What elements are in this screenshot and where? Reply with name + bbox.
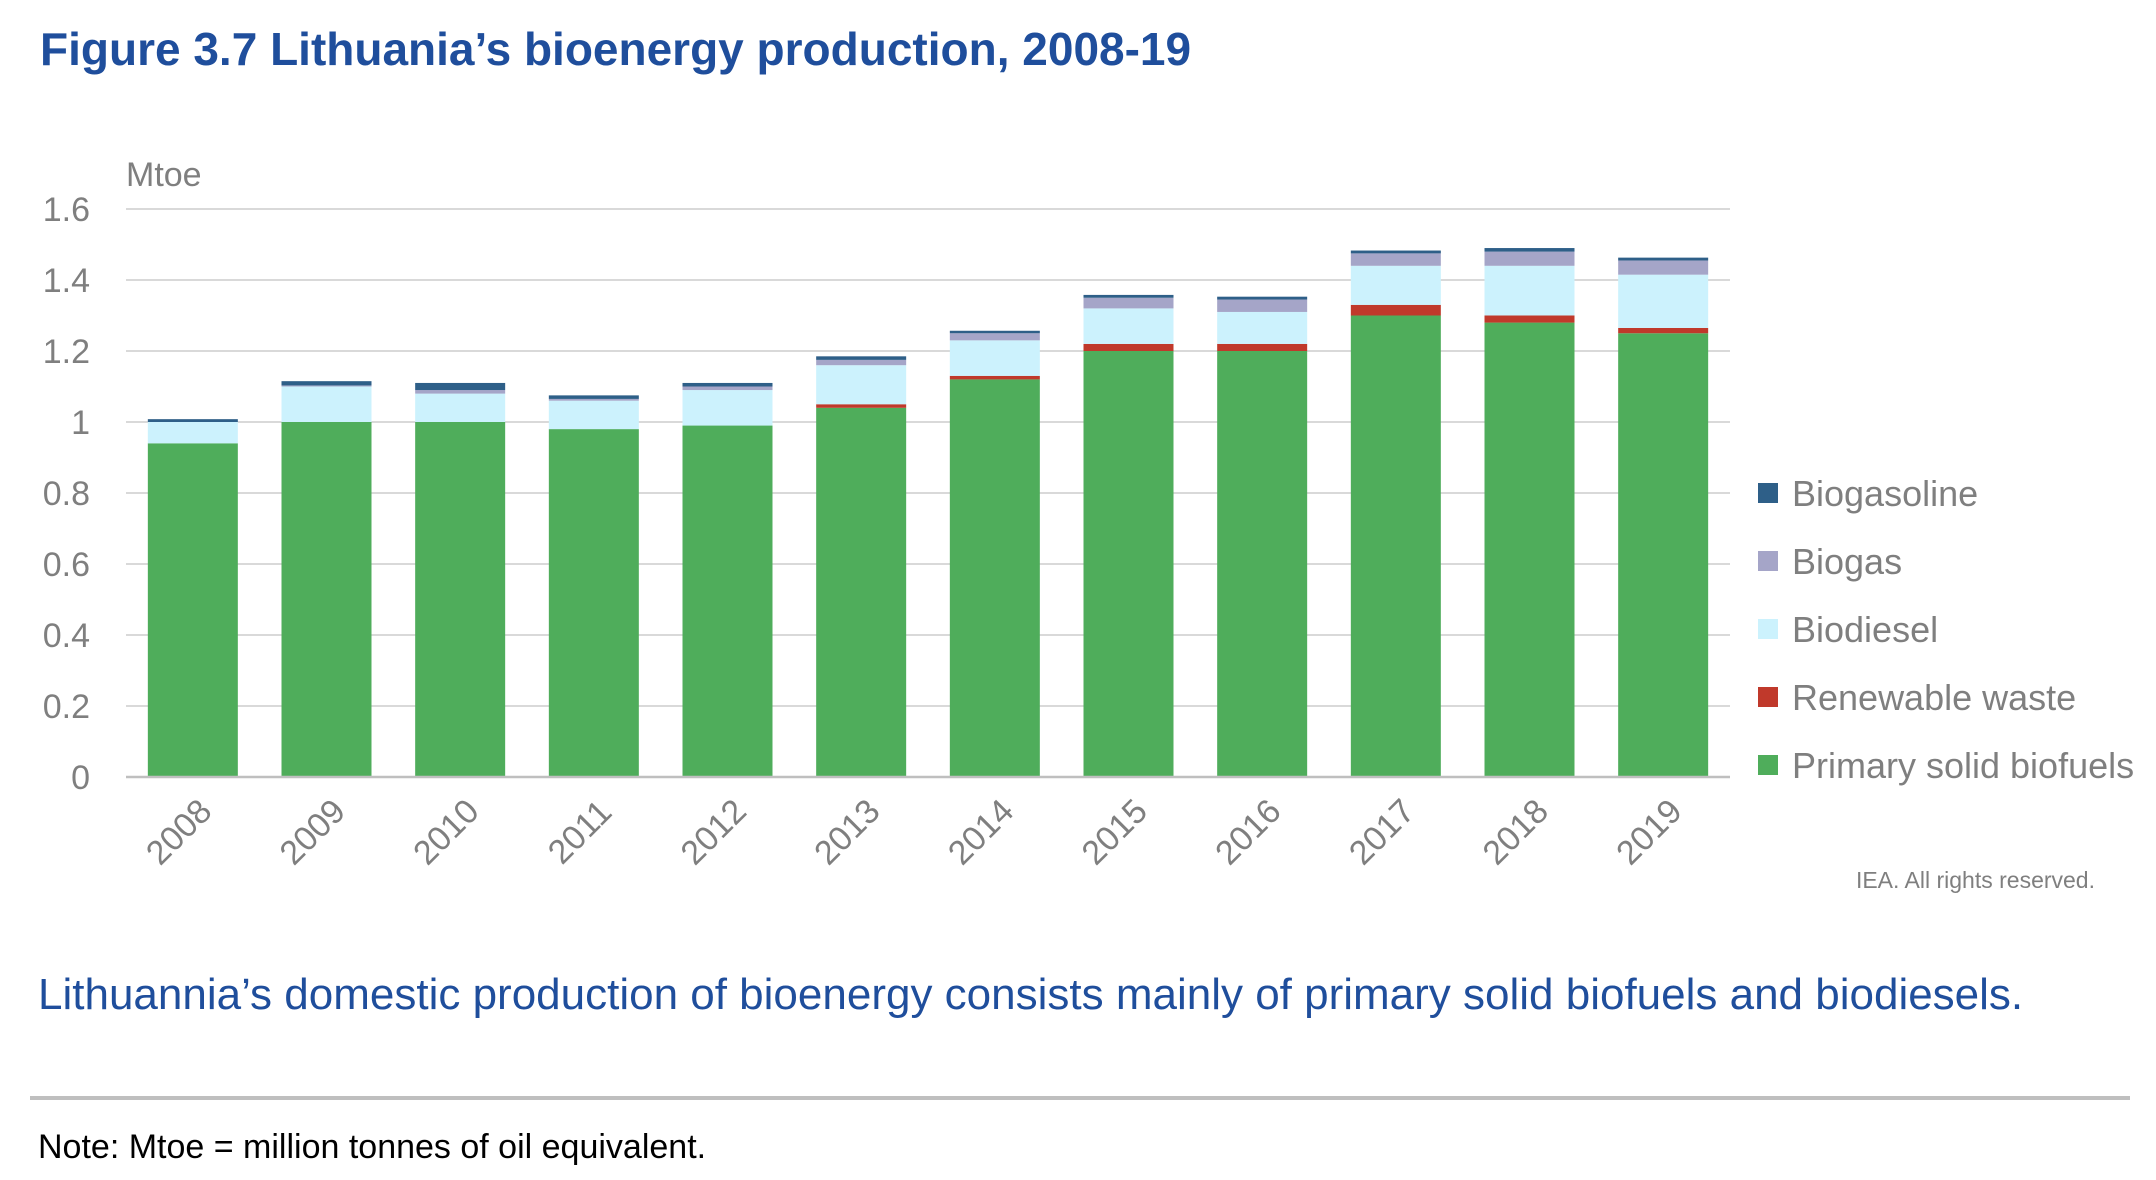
bar-segment xyxy=(816,407,907,777)
x-tick-label: 2010 xyxy=(406,792,486,872)
y-tick-label: 1 xyxy=(71,404,90,442)
figure-subtitle: Lithuannia’s domestic production of bioe… xyxy=(38,970,2024,1019)
y-tick-label: 0 xyxy=(71,759,90,797)
bar-segment xyxy=(147,422,238,444)
bar-segment xyxy=(682,425,773,777)
bar-segment xyxy=(949,330,1040,334)
legend: Biogasoline Biogas Biodiesel Renewable wast… xyxy=(1758,473,2134,786)
y-tick-labels: 0 0.2 0.4 0.6 0.8 1 1.2 1.4 1.6 xyxy=(43,191,90,797)
bar-segment xyxy=(1350,265,1441,305)
legend-swatch xyxy=(1758,483,1778,503)
x-tick-label: 2012 xyxy=(674,792,754,872)
legend-swatch xyxy=(1758,755,1778,775)
bar-segment xyxy=(816,365,907,405)
bar-segment xyxy=(1083,294,1174,298)
bar-segment xyxy=(1618,260,1709,275)
legend-label: Primary solid biofuels xyxy=(1792,745,2134,786)
bar-segment xyxy=(1484,251,1575,266)
x-tick-label: 2019 xyxy=(1609,792,1689,872)
bar-segment xyxy=(1350,253,1441,266)
bar-segment xyxy=(415,422,506,777)
bar-segment xyxy=(548,395,639,399)
bar-segment xyxy=(1618,327,1709,334)
bar-segment xyxy=(949,379,1040,777)
bar-segment xyxy=(415,390,506,394)
bars xyxy=(147,248,1709,777)
bar-segment xyxy=(1484,315,1575,323)
y-tick-label: 0.8 xyxy=(43,475,90,513)
bar-segment xyxy=(548,400,639,430)
bar-segment xyxy=(816,404,907,408)
bar-segment xyxy=(949,340,1040,376)
bioenergy-stacked-bar-chart: Mtoe 0 0.2 0.4 0.6 0.8 1 1.2 1.4 1.6 2008 2009 201… xyxy=(43,156,2134,893)
bar-segment xyxy=(1618,274,1709,328)
y-tick-label: 0.4 xyxy=(43,617,90,655)
bar-segment xyxy=(816,359,907,366)
figure-note: Note: Mtoe = million tonnes of oil equiv… xyxy=(38,1128,707,1166)
x-tick-label: 2017 xyxy=(1342,792,1422,872)
legend-label: Biodiesel xyxy=(1792,609,1938,650)
bar-segment xyxy=(1618,333,1709,777)
bar-segment xyxy=(682,386,773,391)
bar-segment xyxy=(1217,296,1308,300)
x-tick-label: 2009 xyxy=(273,792,353,872)
bar-segment xyxy=(1217,311,1308,344)
bar-segment xyxy=(147,419,238,422)
y-tick-label: 1.6 xyxy=(43,191,90,229)
bar-segment xyxy=(682,390,773,426)
bar-segment xyxy=(1484,265,1575,316)
x-tick-label: 2015 xyxy=(1075,792,1155,872)
y-tick-label: 0.2 xyxy=(43,688,90,726)
bar-segment xyxy=(281,381,372,386)
bar-segment xyxy=(1350,304,1441,316)
bar-segment xyxy=(682,382,773,387)
y-axis-unit-label: Mtoe xyxy=(126,156,202,194)
x-tick-label: 2008 xyxy=(139,792,219,872)
legend-label: Biogasoline xyxy=(1792,473,1978,514)
bar-segment xyxy=(1217,343,1308,351)
gridlines xyxy=(126,208,1730,707)
y-tick-label: 0.6 xyxy=(43,546,90,584)
x-tick-label: 2014 xyxy=(941,792,1021,872)
bar-segment xyxy=(548,429,639,777)
bar-segment xyxy=(548,398,639,401)
x-tick-label: 2013 xyxy=(807,792,887,872)
y-tick-label: 1.2 xyxy=(43,333,90,371)
bar-segment xyxy=(281,386,372,422)
x-tick-label: 2011 xyxy=(541,793,620,872)
bar-segment xyxy=(147,443,238,777)
legend-label: Biogas xyxy=(1792,541,1902,582)
legend-swatch xyxy=(1758,551,1778,571)
bar-segment xyxy=(1350,315,1441,777)
bar-segment xyxy=(1484,322,1575,777)
bar-segment xyxy=(1083,343,1174,351)
bar-segment xyxy=(415,393,506,422)
x-tick-labels: 2008 2009 2010 2011 2012 2013 2014 2015 2016 2017… xyxy=(139,792,1690,872)
credit-text: IEA. All rights reserved. xyxy=(1856,867,2095,893)
bar-segment xyxy=(1217,351,1308,777)
bar-segment xyxy=(1350,250,1441,254)
bar-segment xyxy=(1083,308,1174,344)
bar-segment xyxy=(949,333,1040,341)
bar-segment xyxy=(1083,297,1174,309)
bar-segment xyxy=(1618,257,1709,261)
legend-swatch xyxy=(1758,619,1778,639)
figure-title: Figure 3.7 Lithuania’s bioenergy product… xyxy=(40,23,1192,75)
x-tick-label: 2018 xyxy=(1476,792,1556,872)
legend-label: Renewable waste xyxy=(1792,677,2076,718)
bar-segment xyxy=(816,356,907,360)
axes: Mtoe xyxy=(126,156,1730,779)
bar-segment xyxy=(949,375,1040,380)
bar-segment xyxy=(281,422,372,777)
legend-swatch xyxy=(1758,687,1778,707)
bar-segment xyxy=(1083,351,1174,777)
y-tick-label: 1.4 xyxy=(43,262,90,300)
bar-segment xyxy=(415,382,506,391)
bar-segment xyxy=(1217,299,1308,312)
divider xyxy=(30,1096,2130,1100)
x-tick-label: 2016 xyxy=(1208,792,1288,872)
bar-segment xyxy=(281,385,372,387)
bar-segment xyxy=(1484,248,1575,252)
